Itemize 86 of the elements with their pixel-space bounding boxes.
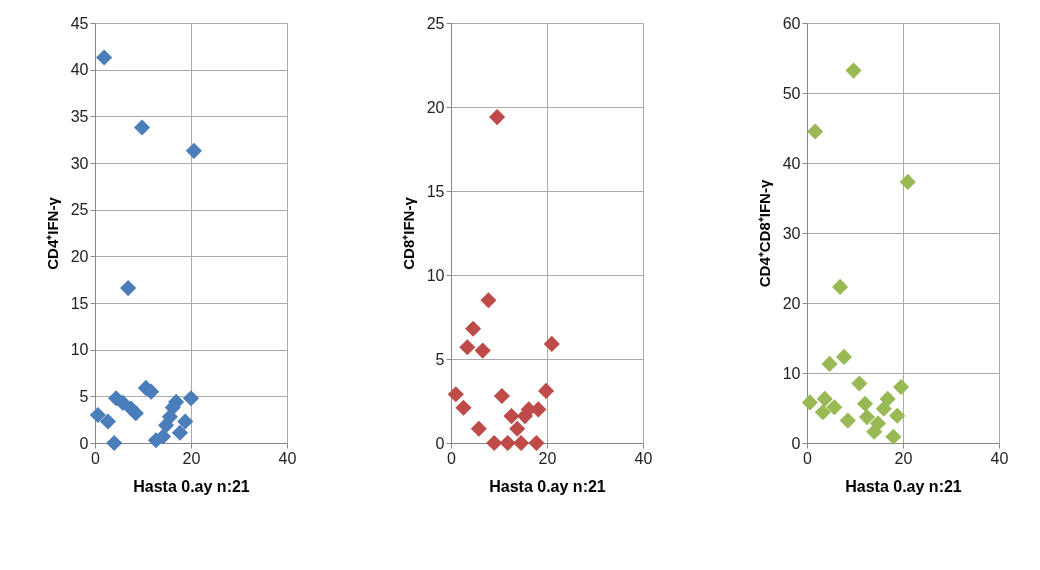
x-tick-label: 40 (990, 449, 1009, 467)
point (869, 415, 887, 432)
point (807, 123, 824, 140)
point (493, 387, 510, 405)
x-tick-label: 20 (894, 449, 913, 467)
point (99, 413, 117, 430)
y-tick-label: 25 (70, 201, 89, 219)
point (489, 109, 506, 126)
point (133, 119, 151, 136)
point (480, 292, 497, 309)
x-axis-title: Hasta 0.ay n:21 (845, 477, 962, 495)
point (814, 404, 831, 421)
y-tick-label: 0 (79, 434, 89, 452)
y-tick-label: 45 (70, 14, 89, 32)
point (821, 355, 838, 372)
point (857, 395, 874, 412)
y-tick-label: 0 (791, 434, 801, 452)
y-tick-label: 15 (426, 182, 445, 200)
point (177, 413, 194, 430)
point (503, 408, 520, 425)
y-tick-label: 40 (70, 61, 89, 79)
point (801, 394, 818, 411)
y-axis-title: CD4⁺IFN-γ (43, 196, 61, 270)
point (816, 390, 833, 407)
point (513, 434, 530, 452)
y-tick-label: 60 (782, 14, 801, 32)
x-axis-title: Hasta 0.ay n:21 (489, 477, 606, 495)
point (106, 434, 123, 452)
point (182, 390, 200, 407)
point (155, 428, 172, 445)
y-tick-label: 50 (782, 84, 801, 102)
point (893, 378, 910, 396)
x-axis-title: Hasta 0.ay n:21 (133, 477, 250, 495)
point (120, 280, 137, 297)
point (455, 399, 472, 416)
point (845, 62, 862, 79)
point (826, 399, 843, 416)
x-tick-label: 0 (91, 449, 101, 467)
x-tick-label: 0 (447, 449, 457, 467)
y-axis-title: CD8⁺IFN-γ (399, 196, 417, 270)
y-tick-label: 0 (435, 434, 445, 452)
point (835, 348, 853, 365)
point (465, 320, 482, 337)
y-tick-label: 5 (79, 387, 89, 405)
y-tick-label: 30 (782, 224, 801, 242)
point (459, 339, 476, 356)
point (839, 412, 856, 429)
x-tick-label: 0 (803, 449, 813, 467)
point (528, 434, 545, 452)
point (486, 434, 503, 452)
y-tick-label: 10 (782, 364, 801, 382)
y-tick-label: 35 (70, 107, 89, 125)
point (858, 409, 876, 426)
y-tick-label: 10 (70, 341, 89, 359)
point (851, 375, 868, 392)
point (879, 390, 896, 407)
point (509, 420, 526, 437)
point (832, 278, 849, 295)
y-tick-label: 15 (70, 294, 89, 312)
x-tick-label: 20 (182, 449, 201, 467)
y-tick-label: 20 (70, 247, 89, 265)
point (474, 342, 491, 359)
y-tick-label: 20 (782, 294, 801, 312)
y-axis-title: CD4⁺CD8⁺IFN-γ (755, 179, 773, 288)
point (96, 49, 113, 66)
point (470, 420, 487, 437)
point (499, 434, 516, 452)
point (171, 424, 189, 441)
point (889, 407, 906, 424)
point (89, 406, 106, 424)
x-tick-label: 40 (634, 449, 653, 467)
point (127, 405, 144, 422)
point (537, 382, 555, 399)
y-tick-label: 25 (426, 14, 445, 32)
x-tick-label: 20 (538, 449, 557, 467)
point (447, 386, 464, 403)
y-tick-label: 5 (435, 350, 445, 368)
x-tick-label: 40 (278, 449, 297, 467)
point (185, 142, 202, 159)
point (885, 428, 902, 445)
y-tick-label: 10 (426, 266, 445, 284)
y-tick-label: 30 (70, 154, 89, 172)
y-tick-label: 20 (426, 98, 445, 116)
y-tick-label: 40 (782, 154, 801, 172)
point (899, 173, 916, 190)
point (543, 335, 560, 352)
